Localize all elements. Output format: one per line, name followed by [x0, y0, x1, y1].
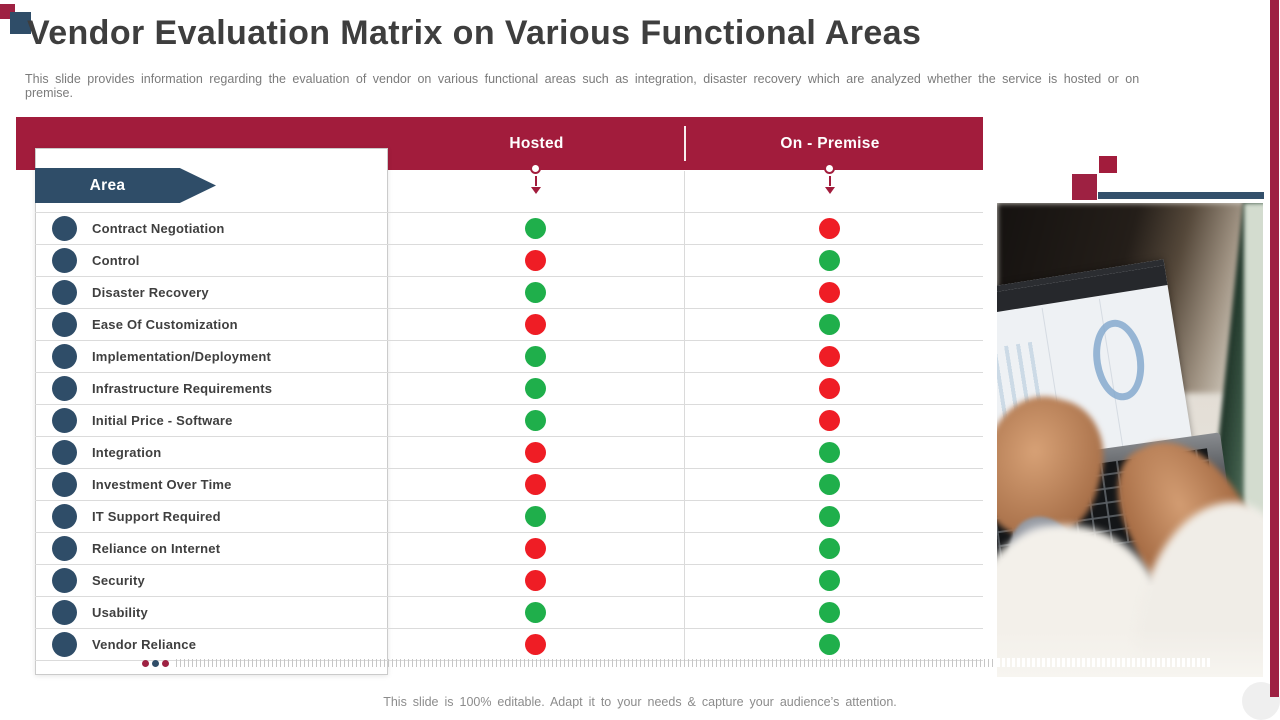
on-premise-status-dot — [819, 314, 840, 335]
hosted-status-dot — [525, 314, 546, 335]
row-bullet-icon — [52, 472, 77, 497]
on-premise-status-dot — [819, 474, 840, 495]
on-premise-status-dot — [819, 410, 840, 431]
row-bullet-icon — [52, 216, 77, 241]
footer-note: This slide is 100% editable. Adapt it to… — [383, 695, 897, 709]
row-bullet-icon — [52, 504, 77, 529]
table-row: Contract Negotiation — [35, 213, 983, 245]
right-edge-red-bar — [1270, 0, 1279, 697]
on-premise-status-dot — [819, 282, 840, 303]
on-premise-status-dot — [819, 442, 840, 463]
table-row: Disaster Recovery — [35, 277, 983, 309]
hosted-status-dot — [525, 250, 546, 271]
three-dots-icon — [142, 660, 169, 667]
on-premise-status-dot — [819, 602, 840, 623]
row-label: Security — [92, 573, 145, 588]
column-divider — [684, 171, 685, 660]
on-premise-status-dot — [819, 538, 840, 559]
hosted-status-dot — [525, 506, 546, 527]
hosted-status-dot — [525, 570, 546, 591]
row-label: Vendor Reliance — [92, 637, 197, 652]
table-row: Implementation/Deployment — [35, 341, 983, 373]
row-label: IT Support Required — [92, 509, 221, 524]
row-bullet-icon — [52, 600, 77, 625]
table-row: Vendor Reliance — [35, 629, 983, 661]
row-bullet-icon — [52, 376, 77, 401]
hosted-status-dot — [525, 346, 546, 367]
table-row: Control — [35, 245, 983, 277]
photo-desk — [997, 629, 1263, 677]
on-premise-status-dot — [819, 218, 840, 239]
on-premise-status-dot — [819, 378, 840, 399]
on-premise-status-dot — [819, 570, 840, 591]
on-premise-status-dot — [819, 346, 840, 367]
hosted-status-dot — [525, 602, 546, 623]
hosted-status-dot — [525, 634, 546, 655]
table-row: IT Support Required — [35, 501, 983, 533]
row-label: Initial Price - Software — [92, 413, 233, 428]
row-bullet-icon — [52, 280, 77, 305]
hosted-status-dot — [525, 218, 546, 239]
column-header-on-premise: On - Premise — [780, 134, 880, 152]
corner-navy-square-icon — [10, 12, 31, 34]
area-arrow-label: Area — [35, 168, 216, 203]
table-row: Usability — [35, 597, 983, 629]
table-row: Integration — [35, 437, 983, 469]
hosted-status-dot — [525, 378, 546, 399]
table-row: Security — [35, 565, 983, 597]
row-label: Reliance on Internet — [92, 541, 221, 556]
on-premise-status-dot — [819, 250, 840, 271]
hosted-status-dot — [525, 282, 546, 303]
on-premise-status-dot — [819, 634, 840, 655]
row-bullet-icon — [52, 536, 77, 561]
laptop-photo — [997, 203, 1263, 677]
header-divider — [684, 126, 686, 161]
matrix-rows: Contract Negotiation Control Disaster Re… — [35, 212, 983, 661]
photo-screen-donut-chart — [1087, 315, 1150, 405]
row-label: Investment Over Time — [92, 477, 232, 492]
hosted-status-dot — [525, 538, 546, 559]
row-label: Infrastructure Requirements — [92, 381, 273, 396]
row-label: Integration — [92, 445, 162, 460]
table-row: Reliance on Internet — [35, 533, 983, 565]
row-bullet-icon — [52, 248, 77, 273]
row-bullet-icon — [52, 568, 77, 593]
tick-ruler — [176, 659, 996, 667]
hosted-status-dot — [525, 410, 546, 431]
table-row: Ease Of Customization — [35, 309, 983, 341]
table-row: Infrastructure Requirements — [35, 373, 983, 405]
page-title: Vendor Evaluation Matrix on Various Func… — [27, 14, 922, 52]
row-bullet-icon — [52, 408, 77, 433]
row-bullet-icon — [52, 312, 77, 337]
tick-ruler-overlay — [997, 658, 1210, 667]
row-label: Control — [92, 253, 140, 268]
accent-red-square-large-icon — [1072, 174, 1097, 200]
row-label: Usability — [92, 605, 148, 620]
hosted-status-dot — [525, 474, 546, 495]
accent-red-square-small-icon — [1099, 156, 1117, 173]
on-premise-status-dot — [819, 506, 840, 527]
row-bullet-icon — [52, 344, 77, 369]
page-subtitle: This slide provides information regardin… — [25, 72, 1140, 100]
row-bullet-icon — [52, 632, 77, 657]
navy-rule — [1098, 192, 1264, 199]
area-label: Area — [89, 176, 126, 194]
hosted-status-dot — [525, 442, 546, 463]
column-header-hosted: Hosted — [509, 134, 564, 152]
row-label: Ease Of Customization — [92, 317, 238, 332]
table-row: Investment Over Time — [35, 469, 983, 501]
table-row: Initial Price - Software — [35, 405, 983, 437]
row-bullet-icon — [52, 440, 77, 465]
area-panel — [35, 148, 388, 675]
row-label: Contract Negotiation — [92, 221, 225, 236]
row-label: Disaster Recovery — [92, 285, 209, 300]
row-label: Implementation/Deployment — [92, 349, 272, 364]
